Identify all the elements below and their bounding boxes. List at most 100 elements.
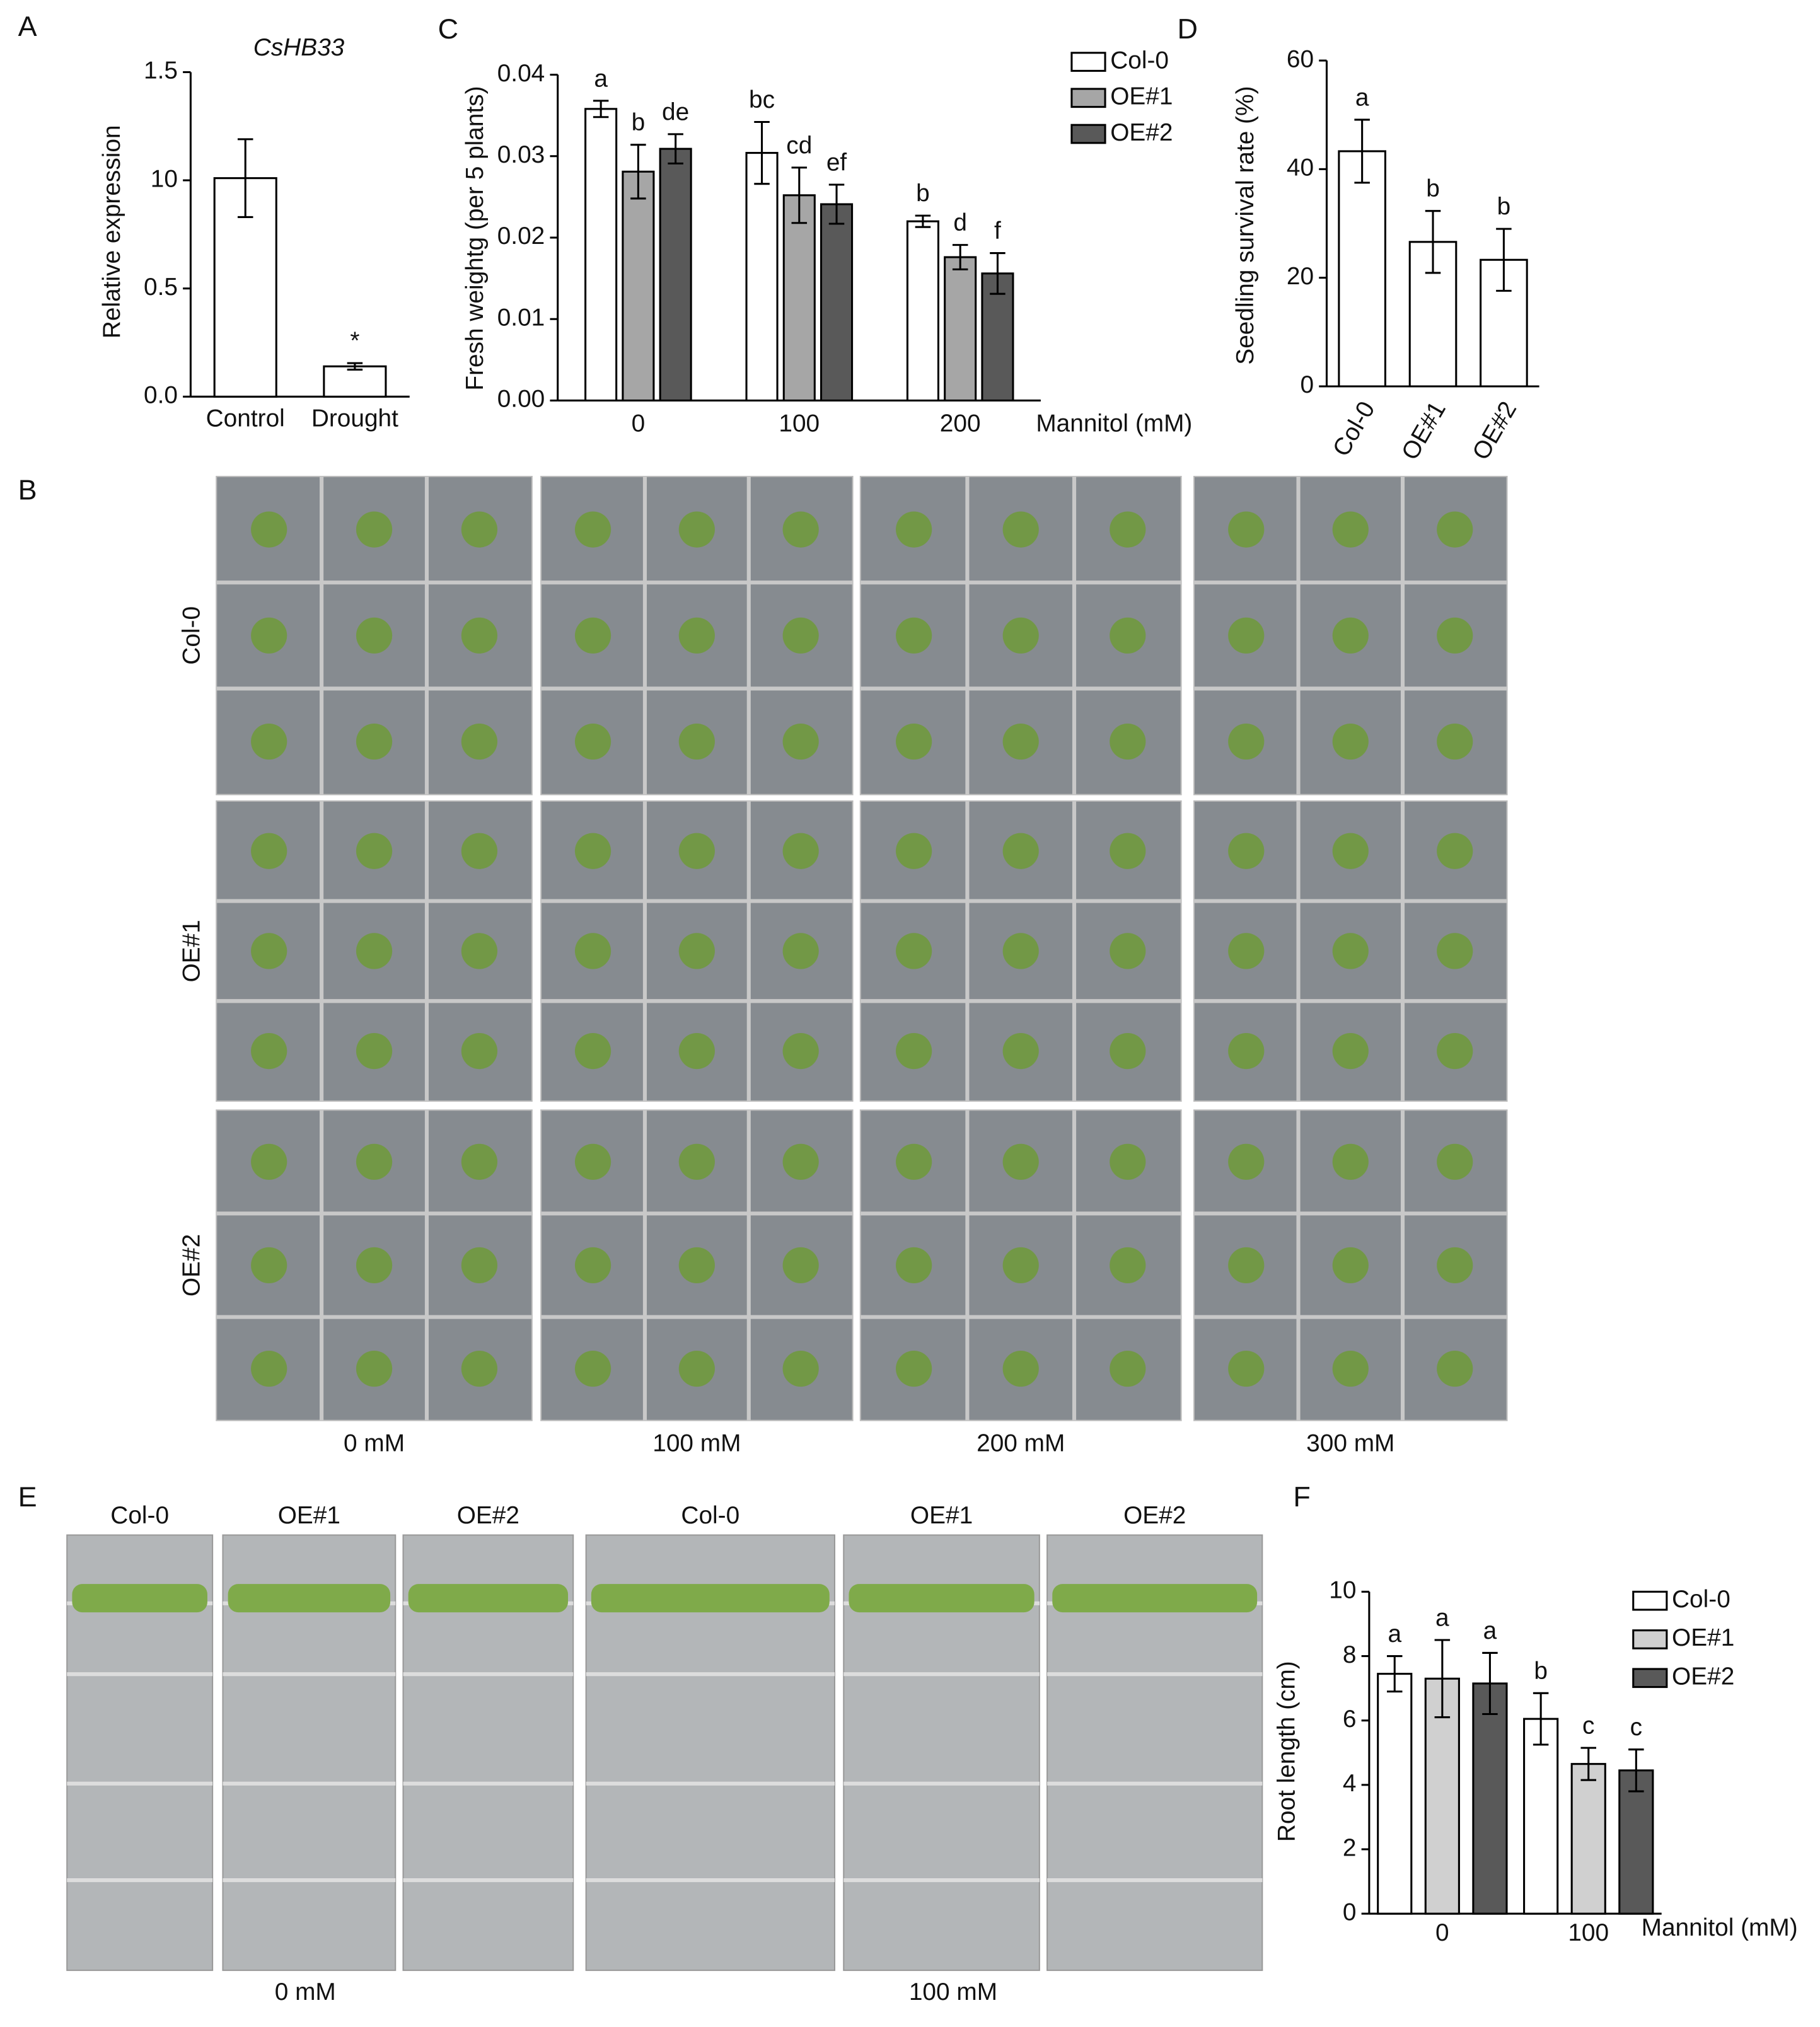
legend-swatch: [1070, 88, 1106, 108]
seedling: [251, 617, 287, 654]
bar: [1338, 150, 1386, 388]
error-bar: [1354, 118, 1370, 184]
legend-label: OE#1: [1672, 1624, 1734, 1651]
seedling: [574, 511, 611, 548]
x-tick-label: 0: [1435, 1919, 1449, 1946]
seedling: [1228, 1247, 1265, 1284]
column-label: OE#2: [457, 1502, 519, 1529]
bar: [659, 147, 692, 401]
seedling: [1332, 1350, 1369, 1387]
legend-label: Col-0: [1110, 47, 1169, 74]
legend-label: Col-0: [1672, 1586, 1730, 1613]
legend-swatch: [1632, 1629, 1668, 1649]
significance-label: bc: [749, 86, 775, 113]
seedling: [1332, 833, 1369, 869]
significance-label: *: [350, 328, 359, 355]
seedling: [896, 833, 932, 869]
bar: [906, 220, 939, 401]
bar: [745, 152, 779, 401]
condition-label: 100 mM: [909, 1978, 997, 2006]
seedling: [356, 1350, 393, 1387]
column-label: OE#1: [278, 1502, 340, 1529]
column-label: Col-0: [110, 1502, 169, 1529]
seedling: [1437, 617, 1473, 654]
panel-label: F: [1293, 1481, 1310, 1513]
seedling: [678, 617, 715, 654]
column-label: Col-0: [681, 1502, 739, 1529]
seedling: [574, 723, 611, 760]
seedling-row: [849, 1584, 1035, 1613]
bar: [820, 203, 854, 401]
seedling: [782, 511, 819, 548]
y-tick-label: 40: [1287, 154, 1314, 182]
seedling: [1228, 617, 1265, 654]
y-tick-label: 10: [1329, 1577, 1356, 1604]
seedling: [782, 1032, 819, 1070]
y-tick-label: 0.01: [497, 304, 545, 331]
seedling: [251, 1143, 287, 1180]
significance-label: b: [1534, 1658, 1548, 1685]
seedling: [1110, 1143, 1146, 1180]
error-bar: [828, 183, 845, 225]
error-bar: [915, 214, 931, 228]
significance-label: b: [632, 109, 646, 136]
bar: [1377, 1673, 1413, 1915]
x-axis-label: Mannitol (mM): [1642, 1914, 1798, 1941]
seedling: [1332, 933, 1369, 969]
legend-swatch: [1070, 124, 1106, 144]
seedling: [356, 1032, 393, 1070]
seedling: [1228, 723, 1265, 760]
seedling: [356, 617, 393, 654]
seedling: [1437, 1032, 1473, 1070]
y-tick-label: 0.0: [144, 382, 178, 409]
significance-label: f: [994, 217, 1001, 245]
significance-label: b: [1426, 175, 1440, 202]
y-tick-label: 2: [1343, 1834, 1357, 1861]
seedling: [251, 511, 287, 548]
error-bar: [593, 100, 609, 118]
significance-label: d: [953, 209, 967, 236]
chart-title: CsHB33: [253, 34, 345, 61]
seedling: [1110, 617, 1146, 654]
panel-label: C: [438, 13, 458, 45]
seedling: [356, 933, 393, 969]
column-label: OE#2: [1123, 1502, 1186, 1529]
seedling: [1002, 1032, 1039, 1070]
y-axis-label: Relative expression: [98, 125, 125, 338]
y-axis-label: Fresh weightg (per 5 plants): [461, 86, 489, 390]
seedling: [461, 1350, 498, 1387]
y-tick-label: 20: [1287, 263, 1314, 290]
error-bar: [347, 362, 363, 371]
seedling: [461, 617, 498, 654]
seedling-row: [591, 1584, 830, 1613]
seedling: [678, 1247, 715, 1284]
x-tick-label: OE#2: [1467, 397, 1522, 465]
seedling: [1332, 511, 1369, 548]
seedling: [782, 933, 819, 969]
significance-label: cd: [786, 132, 812, 159]
error-bar: [1386, 1655, 1403, 1693]
seedling: [678, 1143, 715, 1180]
seedling: [678, 833, 715, 869]
x-tick-label: 100: [779, 410, 820, 437]
seedling-row: [228, 1584, 391, 1613]
seedling: [1437, 1350, 1473, 1387]
error-bar: [990, 252, 1006, 295]
x-axis-label: Mannitol (mM): [1036, 410, 1192, 437]
x-tick-label: OE#1: [1396, 397, 1451, 465]
x-tick-label: 0: [632, 410, 646, 437]
bar: [622, 170, 655, 401]
seedling: [1437, 933, 1473, 969]
seedling: [782, 1143, 819, 1180]
seedling: [1110, 1247, 1146, 1284]
bar: [584, 108, 618, 401]
seedling: [1228, 1032, 1265, 1070]
seedling: [1437, 833, 1473, 869]
seedling: [574, 1350, 611, 1387]
seedling: [896, 1350, 932, 1387]
seedling: [1002, 617, 1039, 654]
seedling: [1110, 511, 1146, 548]
bar: [1618, 1769, 1654, 1915]
column-label: 200 mM: [977, 1430, 1065, 1457]
